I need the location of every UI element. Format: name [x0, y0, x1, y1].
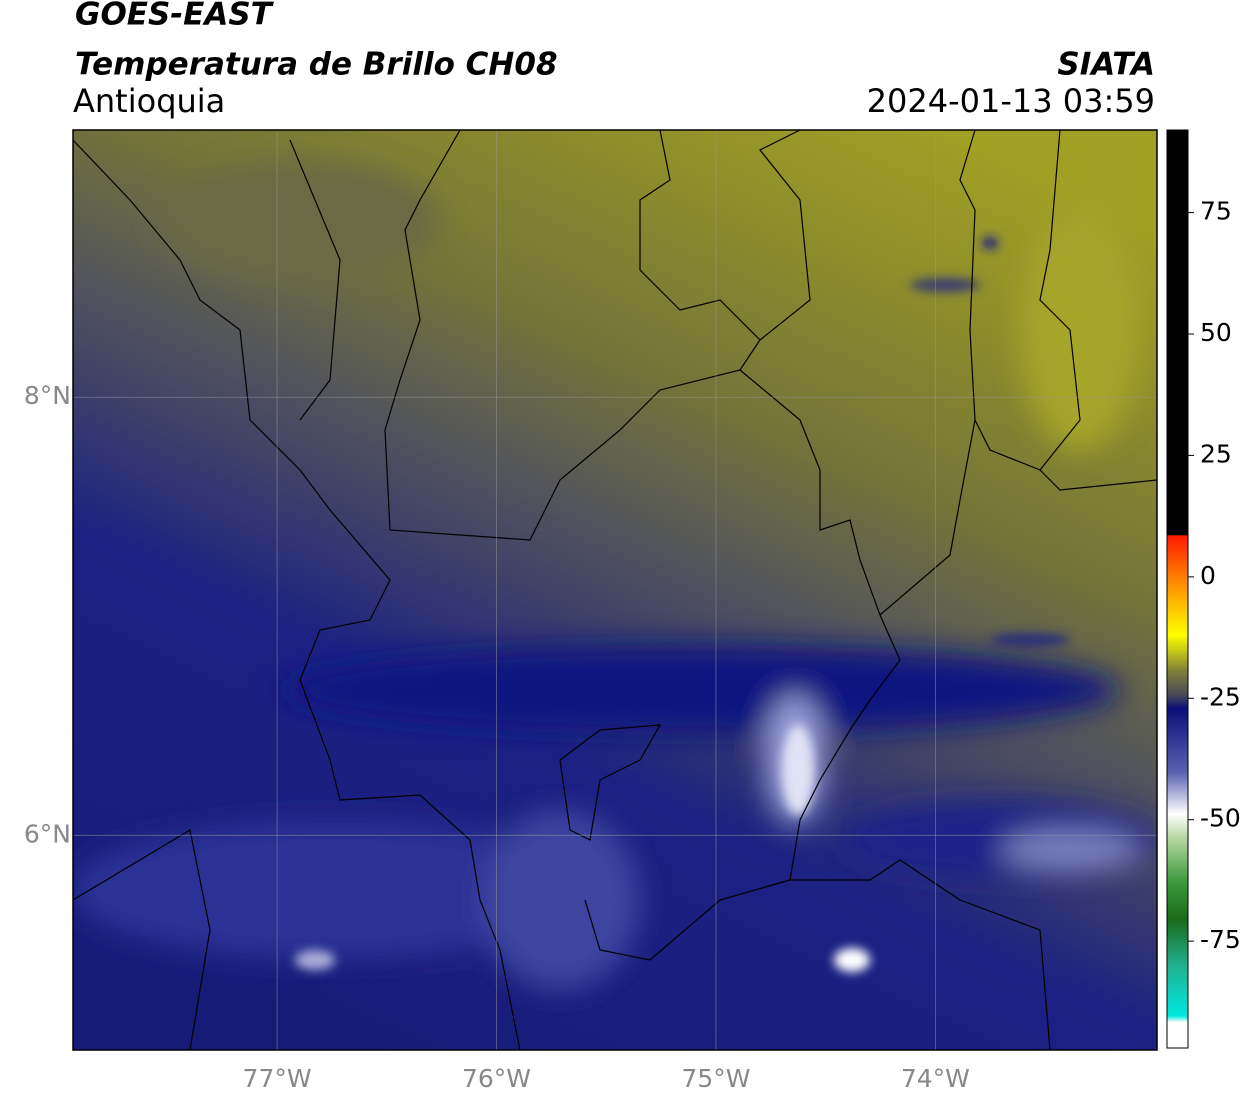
region: Antioquia [73, 82, 225, 120]
colorbar-tick-label: -50 [1200, 804, 1241, 833]
colorbar-tick-label: 50 [1200, 318, 1232, 347]
colorbar-tick-label: 75 [1200, 197, 1232, 226]
map-image [73, 130, 1157, 1050]
colorbar-tick-label: -25 [1200, 682, 1241, 711]
subtitle: Temperatura de Brillo CH08 [75, 47, 558, 83]
colorbar [1166, 129, 1189, 1049]
colorbar-tick-label: 0 [1200, 561, 1216, 590]
source: SIATA [1057, 47, 1155, 83]
lon-label: 75°W [681, 1064, 750, 1093]
lon-label: 76°W [462, 1064, 531, 1093]
colorbar-tick-label: -75 [1200, 925, 1241, 954]
graticule [73, 130, 1157, 1050]
borders [73, 130, 1157, 1050]
lon-label: 77°W [243, 1064, 312, 1093]
map-frame [72, 129, 1158, 1051]
datetime: 2024-01-13 03:59 [867, 82, 1155, 120]
colorbar-tick-label: 25 [1200, 439, 1232, 468]
lat-label: 8°N [24, 381, 71, 410]
lon-label: 74°W [901, 1064, 970, 1093]
lat-label: 6°N [24, 819, 71, 848]
title: GOES-EAST [75, 0, 275, 33]
cold-spots [295, 237, 1070, 972]
